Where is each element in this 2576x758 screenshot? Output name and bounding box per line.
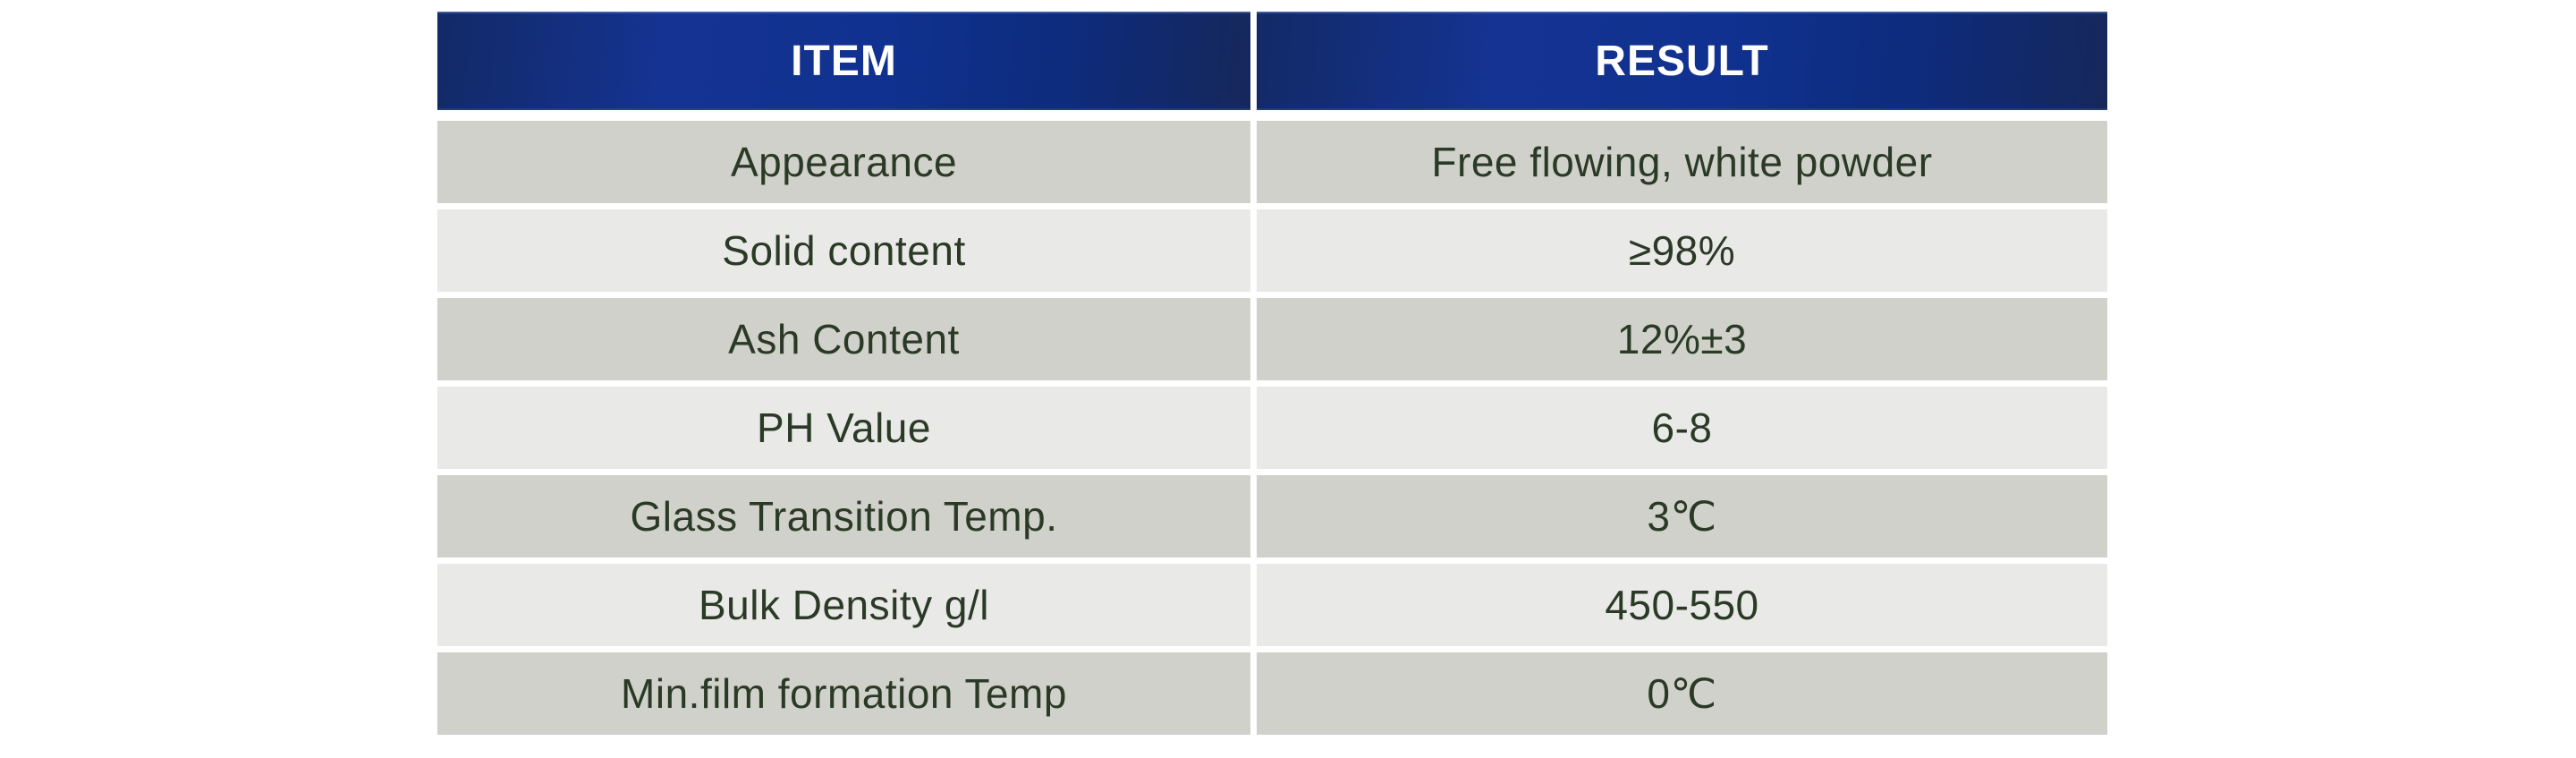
result-cell: 450-550: [1257, 564, 2107, 646]
table-row: Appearance Free flowing, white powder: [437, 121, 2107, 203]
item-cell: Solid content: [437, 209, 1250, 292]
item-cell: Min.film formation Temp: [437, 652, 1250, 735]
item-cell: Ash Content: [437, 298, 1250, 380]
item-cell: Bulk Density g/l: [437, 564, 1250, 646]
result-cell: 0℃: [1257, 652, 2107, 735]
table-row: Bulk Density g/l 450-550: [437, 564, 2107, 646]
result-cell: 3℃: [1257, 475, 2107, 558]
table-row: Solid content ≥98%: [437, 209, 2107, 292]
item-cell: PH Value: [437, 387, 1250, 469]
table-row: Glass Transition Temp. 3℃: [437, 475, 2107, 558]
table-row: Min.film formation Temp 0℃: [437, 652, 2107, 735]
table-header-row: ITEM RESULT: [437, 12, 2107, 110]
result-cell: 12%±3: [1257, 298, 2107, 380]
item-cell: Glass Transition Temp.: [437, 475, 1250, 558]
table-row: Ash Content 12%±3: [437, 298, 2107, 380]
result-cell: 6-8: [1257, 387, 2107, 469]
result-cell: ≥98%: [1257, 209, 2107, 292]
table-row: PH Value 6-8: [437, 387, 2107, 469]
header-cell-item: ITEM: [437, 12, 1250, 110]
header-cell-result: RESULT: [1257, 12, 2107, 110]
result-cell: Free flowing, white powder: [1257, 121, 2107, 203]
item-cell: Appearance: [437, 121, 1250, 203]
product-spec-table: ITEM RESULT Appearance Free flowing, whi…: [437, 12, 2107, 735]
